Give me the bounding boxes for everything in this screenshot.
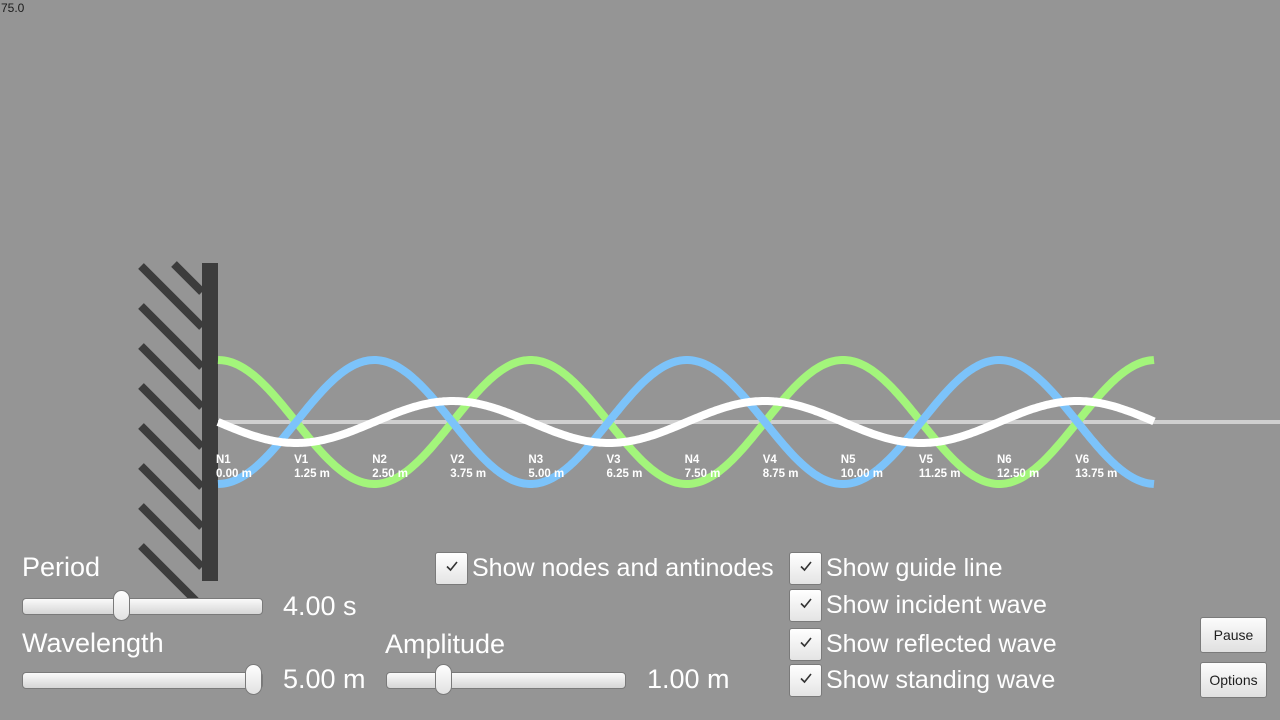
marker-position: 0.00 m [216,468,252,480]
standing-toggle-label[interactable]: Show standing wave [826,666,1056,694]
marker-name: V6 [1075,454,1090,466]
marker-position: 1.25 m [294,468,330,480]
wavelength-slider[interactable] [22,664,263,695]
wall-hatch-line [138,503,205,570]
period-slider-thumb[interactable] [113,590,131,621]
amplitude-label: Amplitude [385,629,506,659]
reflected-checkbox[interactable] [789,628,822,661]
marker-name: V4 [762,454,777,466]
incident-checkbox[interactable] [789,589,822,622]
marker-label: N2 2.50 m [372,453,408,481]
incident-wave [217,356,1155,488]
wall [138,261,218,610]
guide-checkbox[interactable] [789,552,822,585]
amplitude-slider[interactable] [386,664,626,695]
marker-position: 5.00 m [528,468,565,480]
marker-position: 12.50 m [997,468,1040,480]
wall-face [202,263,218,581]
wall-hatch-line [138,423,205,490]
wavelength-value: 5.00 m [283,664,366,694]
marker-name: N4 [684,454,700,466]
marker-label: N6 12.50 m [997,453,1039,481]
nodes-toggle-label[interactable]: Show nodes and antinodes [472,554,774,582]
marker-position: 3.75 m [450,468,487,480]
marker-label: V6 13.75 m [1075,453,1117,481]
reflected-toggle-label[interactable]: Show reflected wave [826,630,1057,658]
wall-hatch-line [138,543,205,610]
wall-hatch-line [138,263,205,330]
marker-position: 13.75 m [1075,468,1118,480]
marker-name: N1 [216,454,231,466]
fps-counter: 75.0 [1,1,25,15]
check-icon [799,559,813,578]
check-icon [445,559,459,578]
wall-hatching [138,261,205,610]
standing-checkbox[interactable] [789,664,822,697]
wavelength-slider-thumb[interactable] [245,664,262,695]
marker-name: N5 [840,454,856,466]
marker-label: V5 11.25 m [919,453,961,481]
check-icon [799,671,813,690]
marker-label: V4 8.75 m [763,453,799,481]
marker-label: V2 3.75 m [450,453,486,481]
marker-label: V3 6.25 m [607,453,643,481]
marker-position: 2.50 m [372,468,408,480]
marker-name: N2 [372,454,387,466]
reflected-wave [217,356,1155,488]
amplitude-slider-thumb[interactable] [434,664,452,695]
marker-name: V1 [294,454,309,466]
amplitude-value: 1.00 m [647,664,730,694]
period-slider-track[interactable] [22,598,263,615]
wall-hatch-line [138,463,205,530]
period-value: 4.00 s [283,591,357,621]
nodes-checkbox[interactable] [435,552,468,585]
wavelength-label: Wavelength [22,628,164,658]
wall-hatch-line [138,383,205,450]
marker-label: N4 7.50 m [685,453,721,481]
wall-hatch-line [138,343,205,410]
check-icon [799,596,813,615]
marker-label: N5 10.00 m [841,453,883,481]
pause-button[interactable]: Pause [1200,617,1267,653]
marker-name: V2 [450,454,465,466]
period-label: Period [22,552,101,582]
marker-label: V1 1.25 m [294,453,330,481]
marker-position: 11.25 m [918,468,961,480]
marker-name: N3 [528,454,544,466]
marker-name: V3 [606,454,621,466]
guide-toggle-label[interactable]: Show guide line [826,554,1003,582]
wavelength-slider-track[interactable] [22,672,263,689]
wall-hatch-line [138,303,205,370]
incident-toggle-label[interactable]: Show incident wave [826,591,1047,619]
wall-hatch-line [171,261,205,295]
options-button[interactable]: Options [1200,662,1267,698]
marker-position: 8.75 m [762,468,799,480]
marker-position: 10.00 m [840,468,883,480]
marker-position: 7.50 m [684,468,721,480]
standing-wave [216,397,1156,447]
check-icon [799,635,813,654]
marker-name: N6 [997,454,1012,466]
marker-name: V5 [918,454,933,466]
marker-label: N1 0.00 m [216,453,252,481]
amplitude-slider-track[interactable] [386,672,626,689]
marker-label: N3 5.00 m [528,453,564,481]
marker-position: 6.25 m [606,468,643,480]
period-slider[interactable] [22,590,263,621]
